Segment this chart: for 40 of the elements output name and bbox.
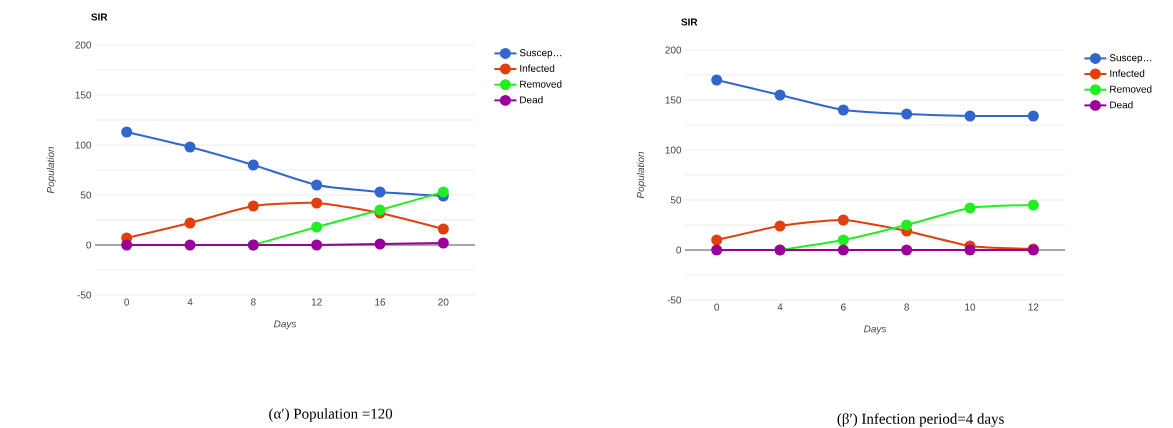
chart-title: SIR xyxy=(681,18,698,26)
x-tick-label: 8 xyxy=(251,298,256,306)
y-tick-label: 100 xyxy=(665,146,682,154)
y-tick-label: 150 xyxy=(75,91,92,99)
legend-label: Suscep… xyxy=(1109,54,1152,64)
x-tick-label: 0 xyxy=(714,303,720,311)
legend-label: Dead xyxy=(520,96,543,104)
text: (β′) Infection period=4 days xyxy=(837,413,1004,427)
y-tick-label: 100 xyxy=(75,141,92,149)
y-tick-label: 0 xyxy=(676,246,682,254)
x-tick-label: 12 xyxy=(1028,303,1039,311)
y-tick-label: 200 xyxy=(665,46,682,54)
y-tick-label: 50 xyxy=(670,196,682,204)
x-tick-label: 4 xyxy=(777,303,783,311)
x-axis-title: Days xyxy=(273,320,297,330)
y-axis-title: Population xyxy=(46,146,57,194)
x-tick-label: 12 xyxy=(311,298,322,306)
x-tick-label: 4 xyxy=(187,298,193,306)
x-tick-label: 10 xyxy=(965,303,976,311)
x-tick-label: 0 xyxy=(124,298,130,306)
y-tick-label: 0 xyxy=(86,241,92,249)
legend-label: Dead xyxy=(1110,101,1133,109)
x-tick-label: 20 xyxy=(438,298,449,306)
y-tick-label: 200 xyxy=(75,41,92,49)
chart-title: SIR xyxy=(91,13,108,21)
legend-label: Removed xyxy=(520,80,562,88)
legend-label: Infected xyxy=(1110,69,1145,77)
x-axis-title: Days xyxy=(863,325,887,335)
legend-label: Removed xyxy=(1110,85,1152,93)
legend-label: Infected xyxy=(520,64,555,72)
legend-label: Suscep… xyxy=(519,49,562,59)
y-tick-label: 150 xyxy=(665,96,682,104)
y-tick-label: -50 xyxy=(77,291,92,299)
y-tick-label: -50 xyxy=(667,296,682,304)
y-axis-title: Population xyxy=(636,151,647,199)
x-tick-label: 6 xyxy=(841,303,846,311)
x-tick-label: 8 xyxy=(904,303,910,311)
x-tick-label: 16 xyxy=(375,298,386,306)
y-tick-label: 50 xyxy=(80,191,92,199)
text: (α′) Population =120 xyxy=(269,408,393,422)
